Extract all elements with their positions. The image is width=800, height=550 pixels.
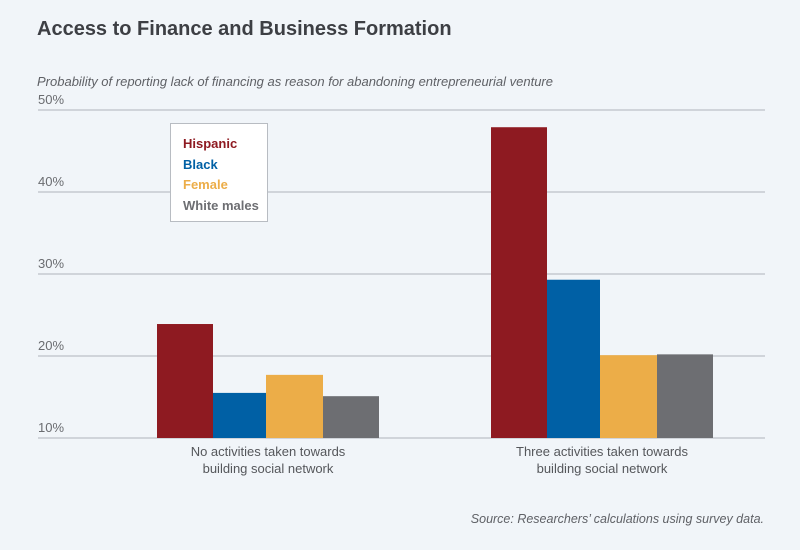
bar-female xyxy=(600,355,657,438)
legend: Hispanic Black Female White males xyxy=(170,123,268,222)
bar-female xyxy=(266,374,323,438)
bar-white-males xyxy=(657,354,713,438)
y-tick-label: 10% xyxy=(38,420,64,435)
legend-item-hispanic: Hispanic xyxy=(183,136,238,151)
bar-white-males xyxy=(323,396,379,438)
bar-hispanic xyxy=(491,127,547,438)
source-note: Source: Researchers’ calculations using … xyxy=(470,512,764,526)
chart-subtitle: Probability of reporting lack of financi… xyxy=(37,74,553,89)
bar-black xyxy=(547,279,600,438)
y-tick-label: 50% xyxy=(38,92,64,107)
y-tick-label: 20% xyxy=(38,338,64,353)
legend-item-white-males: White males xyxy=(183,197,259,213)
legend-item-female: Female xyxy=(183,177,228,192)
bar-hispanic xyxy=(157,324,213,438)
chart-title: Access to Finance and Business Formation xyxy=(37,18,452,40)
x-tick-label: Three activities taken towards xyxy=(516,444,688,459)
bar-black xyxy=(213,392,266,438)
x-tick-label: building social network xyxy=(203,461,334,476)
legend-item-black: Black xyxy=(183,156,218,172)
y-tick-label: 40% xyxy=(38,174,64,189)
x-tick-label: No activities taken towards xyxy=(191,444,346,459)
y-tick-label: 30% xyxy=(38,256,64,271)
x-tick-label: building social network xyxy=(537,461,668,476)
